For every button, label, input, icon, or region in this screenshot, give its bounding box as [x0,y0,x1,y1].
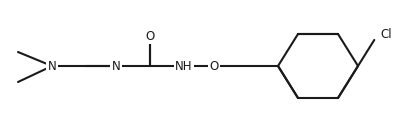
Text: O: O [209,60,219,72]
Text: O: O [145,29,154,43]
Text: O: O [209,60,219,72]
Text: N: N [112,60,120,72]
Text: NH: NH [175,60,193,72]
Text: NH: NH [175,60,193,72]
Text: N: N [112,60,120,72]
Text: O: O [145,29,154,43]
Text: Cl: Cl [380,27,392,41]
Text: N: N [48,60,56,72]
Text: N: N [48,60,56,72]
Text: Cl: Cl [380,27,392,41]
